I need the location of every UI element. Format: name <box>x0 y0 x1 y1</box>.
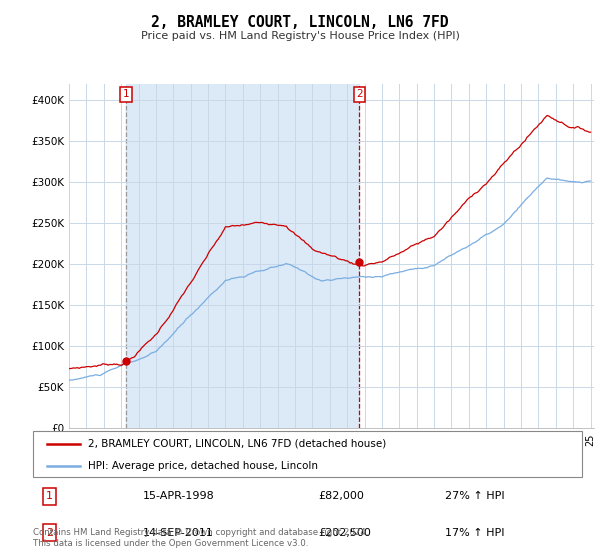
Text: Contains HM Land Registry data © Crown copyright and database right 2024.
This d: Contains HM Land Registry data © Crown c… <box>33 528 368 548</box>
Text: 2, BRAMLEY COURT, LINCOLN, LN6 7FD (detached house): 2, BRAMLEY COURT, LINCOLN, LN6 7FD (deta… <box>88 438 386 449</box>
FancyBboxPatch shape <box>33 431 582 477</box>
Text: 15-APR-1998: 15-APR-1998 <box>143 491 215 501</box>
Text: Price paid vs. HM Land Registry's House Price Index (HPI): Price paid vs. HM Land Registry's House … <box>140 31 460 41</box>
Text: 2: 2 <box>46 528 53 538</box>
Text: 27% ↑ HPI: 27% ↑ HPI <box>445 491 505 501</box>
Text: 1: 1 <box>46 491 53 501</box>
Text: 14-SEP-2011: 14-SEP-2011 <box>143 528 214 538</box>
Text: 2: 2 <box>356 89 363 99</box>
Text: 1: 1 <box>123 89 130 99</box>
Text: 2, BRAMLEY COURT, LINCOLN, LN6 7FD: 2, BRAMLEY COURT, LINCOLN, LN6 7FD <box>151 15 449 30</box>
Text: 17% ↑ HPI: 17% ↑ HPI <box>445 528 504 538</box>
Bar <box>126 84 359 428</box>
Text: £82,000: £82,000 <box>319 491 364 501</box>
Text: £202,500: £202,500 <box>319 528 371 538</box>
Text: HPI: Average price, detached house, Lincoln: HPI: Average price, detached house, Linc… <box>88 461 318 470</box>
